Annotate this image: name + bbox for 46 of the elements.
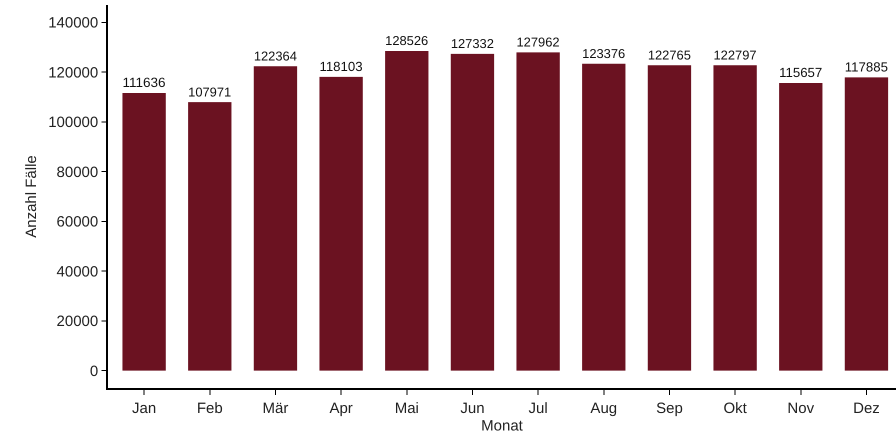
y-axis-title: Anzahl Fälle: [22, 155, 40, 238]
data-label: 115657: [779, 65, 822, 80]
bar: [450, 54, 494, 371]
x-tick-label: Jul: [528, 400, 548, 417]
y-tick-label: 140000: [48, 14, 98, 32]
data-label: 122364: [254, 48, 297, 64]
data-label: 127962: [516, 34, 560, 50]
x-tick-label: Feb: [196, 400, 223, 417]
x-tick-label: Mär: [262, 400, 288, 417]
y-tick-label: 120000: [48, 64, 98, 82]
data-label: 117885: [844, 60, 888, 75]
bar: [188, 102, 232, 371]
x-tick-label: Nov: [787, 400, 815, 417]
x-tick-label: Apr: [329, 400, 353, 417]
x-tick-label: Jun: [460, 400, 485, 417]
bar: [516, 52, 560, 371]
data-label: 118103: [319, 59, 363, 74]
data-label: 122765: [648, 48, 691, 62]
y-tick-label: 0: [90, 362, 98, 380]
bar: [648, 65, 692, 371]
y-tick-label: 20000: [56, 313, 98, 330]
bar: [319, 76, 363, 371]
data-label: 127332: [450, 36, 494, 52]
y-tick-label: 100000: [48, 114, 98, 132]
x-tick-label: Aug: [590, 400, 618, 417]
y-tick-label: 60000: [56, 214, 98, 231]
data-label: 107971: [188, 84, 232, 100]
bar: [385, 50, 428, 371]
x-tick-label: Okt: [723, 400, 748, 417]
data-label: 111636: [122, 75, 166, 90]
data-label: 122797: [713, 47, 757, 62]
bar: [582, 64, 626, 371]
data-label: 128526: [385, 33, 428, 48]
y-tick-label: 40000: [56, 263, 98, 280]
bar: [122, 92, 166, 371]
bar: [779, 82, 822, 371]
x-tick-label: Dez: [853, 400, 880, 417]
bar: [713, 65, 757, 371]
bar: [254, 66, 298, 371]
data-label: 123376: [582, 46, 626, 61]
x-tick-label: Jan: [132, 400, 156, 417]
x-tick-label: Sep: [656, 400, 683, 417]
x-tick-label: Mai: [394, 400, 419, 417]
bar: [844, 77, 888, 371]
x-axis-title: Monat: [481, 417, 524, 434]
y-tick-label: 80000: [56, 164, 98, 181]
